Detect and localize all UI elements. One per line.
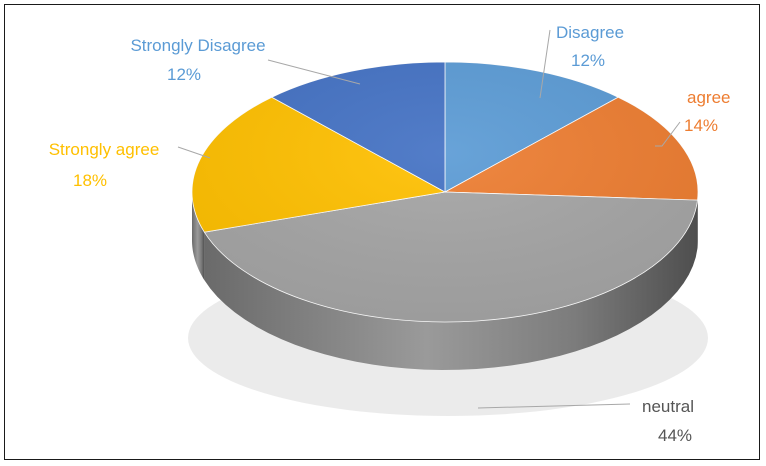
pct-neutral: 44% — [658, 426, 692, 445]
label-disagree: Disagree — [556, 23, 624, 42]
pct-strongly-disagree: 12% — [167, 65, 201, 84]
label-neutral: neutral — [642, 397, 694, 416]
pie-wall-agree — [697, 192, 698, 249]
leader-disagree — [539, 29, 551, 99]
pie-wall-neutral — [204, 200, 698, 370]
pie-wall-strongly-agree — [192, 192, 205, 281]
label-agree: agree — [687, 88, 730, 107]
leader-strongly-disagree — [267, 59, 361, 85]
label-strongly-disagree: Strongly Disagree — [130, 36, 265, 55]
leader-neutral — [477, 403, 631, 409]
pct-strongly-agree: 18% — [73, 171, 107, 190]
leader-agree — [655, 121, 681, 147]
leader-lines — [177, 29, 681, 409]
label-strongly-agree: Strongly agree — [49, 140, 160, 159]
pie-top-shade — [192, 62, 698, 322]
pie-walls — [192, 192, 698, 370]
leader-strongly-agree — [177, 146, 211, 159]
pct-disagree: 12% — [571, 51, 605, 70]
pct-agree: 14% — [684, 116, 718, 135]
